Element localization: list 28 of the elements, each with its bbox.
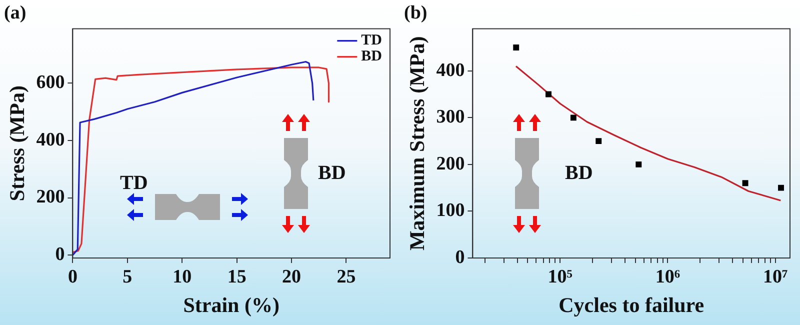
x-axis-title: Strain (%): [183, 292, 280, 317]
x-tick-label: 10⁶: [655, 266, 680, 288]
annotation: BD: [565, 162, 593, 185]
y-tick-label: 200: [36, 186, 65, 208]
y-tick-label: 100: [436, 200, 465, 222]
x-axis-title: Cycles to failure: [558, 292, 704, 317]
x-tick-label: 25: [336, 266, 356, 288]
annotation: TD: [120, 172, 148, 195]
y-axis-title: Stress (MPa): [5, 86, 30, 202]
y-tick-label: 0: [455, 246, 465, 268]
x-tick-label: 10⁷: [762, 266, 788, 288]
legend-label: BD: [361, 48, 382, 65]
y-tick-label: 400: [436, 60, 465, 81]
y-tick-label: 600: [36, 72, 65, 94]
x-tick-label: 10: [172, 266, 192, 288]
chart-title: (b): [404, 2, 428, 24]
y-axis-title: Maximum Stress (MPa): [405, 36, 430, 251]
x-tick-label: 20: [282, 266, 302, 288]
y-tick-label: 300: [436, 106, 465, 128]
y-tick-label: 200: [436, 153, 465, 174]
x-tick-label: 5: [122, 266, 132, 288]
chart-title: (a): [4, 2, 26, 24]
y-tick-label: 400: [36, 129, 65, 150]
legend-label: TD: [361, 32, 382, 49]
annotation: BD: [318, 162, 346, 185]
y-tick-label: 0: [55, 244, 65, 266]
x-tick-label: 10⁵: [548, 266, 573, 288]
x-tick-label: 15: [227, 266, 246, 288]
